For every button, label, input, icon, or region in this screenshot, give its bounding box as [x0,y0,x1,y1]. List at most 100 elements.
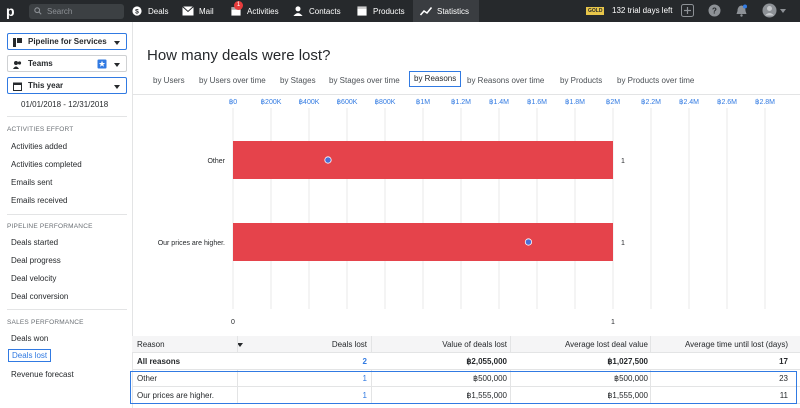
search-icon [34,7,42,15]
bell-icon[interactable] [735,4,748,17]
trial-days-text[interactable]: 132 trial days left [612,6,673,15]
star-icon[interactable] [97,59,107,69]
sidebar-item-revenue-forecast[interactable]: Revenue forecast [11,370,74,379]
summary-deals-lost[interactable]: 2 [362,357,367,366]
tab-by-reasons-over-time[interactable]: by Reasons over time [467,76,545,85]
top-axis-tick-label: ฿2M [606,98,620,106]
header-value-of-deals-lost[interactable]: Value of deals lost [442,340,507,349]
avatar[interactable] [762,3,779,18]
row-value: ฿1,555,000 [466,391,507,400]
nav-deals[interactable]: $ Deals [131,0,168,22]
row-reason: Other [137,374,158,383]
sidebar-item-deals-started[interactable]: Deals started [11,238,59,247]
period-select-value: This year [28,81,64,90]
bottom-axis-tick-label: 1 [611,319,615,326]
pipeline-select-value: Pipeline for Services [28,37,107,46]
trend-icon [420,7,432,16]
sidebar-item-deal-velocity[interactable]: Deal velocity [11,274,57,283]
bar [233,223,613,261]
divider [7,309,127,310]
svg-text:$: $ [135,9,139,16]
box-icon [357,6,367,16]
nav-mail[interactable]: Mail [182,0,214,22]
chevron-down-icon[interactable] [780,9,786,13]
row-reason: Our prices are higher. [137,391,214,400]
bar-value-label: 1 [621,158,625,165]
search-input[interactable]: Search [29,4,124,19]
top-axis-tick-label: ฿600K [337,98,358,106]
nav-deals-label: Deals [148,6,169,16]
top-axis-tick-label: ฿1.2M [451,98,471,106]
row-deals-lost[interactable]: 1 [362,391,367,400]
nav-statistics[interactable]: Statistics [413,0,479,22]
section-pipeline-performance: PIPELINE PERFORMANCE [7,223,93,230]
divider [237,387,238,404]
value-dot [524,238,533,246]
page-title: How many deals were lost? [147,47,331,64]
tab-by-users[interactable]: by Users [153,76,185,85]
teams-select-value: Teams [28,59,53,68]
team-icon [13,61,22,69]
bar-value-label: 1 [621,240,625,247]
teams-select[interactable]: Teams [7,55,127,72]
divider [371,387,372,404]
sidebar-item-deal-conversion[interactable]: Deal conversion [11,292,69,301]
gold-plan-badge: GOLD [586,7,605,15]
tab-by-reasons[interactable]: by Reasons [409,71,462,87]
table-row: Other 1 ฿500,000 ฿500,000 23 [132,370,800,387]
nav-products-label: Products [373,6,405,16]
nav-contacts-label: Contacts [309,6,341,16]
table-header-row: Reason Deals lost Value of deals lost Av… [132,336,800,353]
sidebar-item-deals-lost[interactable]: Deals lost [8,349,52,362]
tab-by-products-over-time[interactable]: by Products over time [617,76,695,85]
summary-average-value: ฿1,027,500 [607,357,648,366]
divider [650,336,651,353]
category-label: Our prices are higher. [158,240,225,247]
top-axis-tick-label: ฿200K [261,98,282,106]
bar [233,141,613,179]
period-select[interactable]: This year [7,77,127,94]
sidebar-item-emails-sent[interactable]: Emails sent [11,178,53,187]
divider [510,370,511,387]
help-icon[interactable]: ? [708,4,721,17]
divider [510,387,511,404]
nav-products[interactable]: Products [356,0,405,22]
top-axis-tick-label: ฿2.2M [641,98,661,106]
activities-count-badge: 1 [234,1,243,10]
header-average-time-until-lost[interactable]: Average time until lost (days) [684,340,788,349]
top-axis-tick-label: ฿2.4M [679,98,699,106]
sidebar-item-deals-won[interactable]: Deals won [11,334,49,343]
top-axis-tick-label: ฿1.6M [527,98,547,106]
row-average-time: 11 [779,391,788,400]
sidebar-item-activities-completed[interactable]: Activities completed [11,160,82,169]
tab-by-stages-over-time[interactable]: by Stages over time [329,76,400,85]
top-axis-tick-label: ฿1.8M [565,98,585,106]
row-deals-lost[interactable]: 1 [362,374,367,383]
date-range-text: 01/01/2018 - 12/31/2018 [21,100,109,109]
sidebar-item-deal-progress[interactable]: Deal progress [11,256,61,265]
add-icon[interactable] [681,4,694,17]
summary-average-time: 17 [779,357,788,366]
sidebar-item-emails-received[interactable]: Emails received [11,196,68,205]
header-deals-lost[interactable]: Deals lost [331,340,367,349]
pipedrive-logo[interactable]: p [6,3,15,19]
tab-by-stages[interactable]: by Stages [280,76,316,85]
sort-desc-icon[interactable] [237,343,243,347]
selected-rows-highlight [130,371,797,404]
divider [7,116,127,117]
pipeline-select[interactable]: Pipeline for Services [7,33,127,50]
mail-icon [182,6,194,16]
header-reason[interactable]: Reason [137,340,165,349]
sidebar-item-activities-added[interactable]: Activities added [11,142,68,151]
tab-by-products[interactable]: by Products [560,76,603,85]
top-axis-tick-label: ฿1.4M [489,98,509,106]
header-average-lost-deal-value[interactable]: Average lost deal value [564,340,648,349]
bottom-axis-tick-label: 0 [231,319,235,326]
search-placeholder: Search [47,7,73,16]
nav-contacts[interactable]: Contacts [292,0,341,22]
tab-by-users-over-time[interactable]: by Users over time [199,76,266,85]
top-axis-tick-label: ฿1M [416,98,430,106]
top-bar: p Search $ Deals Mail Activities 1 Conta… [0,0,800,22]
divider [371,370,372,387]
category-label: Other [207,158,225,165]
